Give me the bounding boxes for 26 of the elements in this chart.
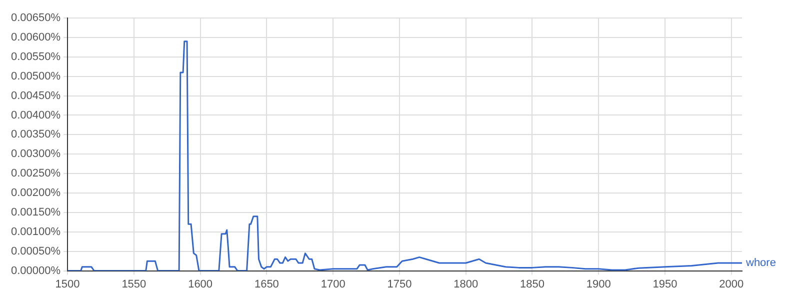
x-tick-label: 1650: [254, 278, 279, 290]
x-tick-label: 1600: [188, 278, 213, 290]
series-label: whore: [745, 257, 776, 270]
x-tick-label: 1500: [55, 278, 80, 290]
y-tick-label: 0.00500%: [10, 70, 61, 82]
y-tick-label: 0.00350%: [10, 128, 61, 141]
x-tick-label: 2000: [719, 278, 744, 290]
y-tick-label: 0.00250%: [10, 168, 61, 180]
y-tick-label: 0.00650%: [10, 12, 61, 24]
y-tick-label: 0.00400%: [10, 109, 61, 122]
x-tick-label: 1900: [586, 278, 611, 290]
y-tick-label: 0.00600%: [10, 31, 61, 44]
x-tick-label: 1850: [520, 278, 544, 290]
x-tick-label: 1700: [320, 278, 346, 290]
x-tick-label: 1750: [387, 278, 412, 290]
y-tick-label: 0.00300%: [10, 148, 61, 160]
y-tick-label: 0.00000%: [10, 264, 61, 277]
x-tick-label: 1950: [652, 278, 678, 290]
y-tick-label: 0.00550%: [10, 50, 61, 63]
y-tick-label: 0.00100%: [10, 226, 61, 238]
y-tick-label: 0.00450%: [10, 90, 61, 102]
x-tick-label: 1800: [454, 278, 478, 290]
y-tick-label: 0.00200%: [10, 187, 61, 200]
y-tick-label: 0.00050%: [10, 245, 61, 258]
x-tick-label: 1550: [122, 278, 146, 290]
y-tick-label: 0.00150%: [10, 206, 61, 218]
